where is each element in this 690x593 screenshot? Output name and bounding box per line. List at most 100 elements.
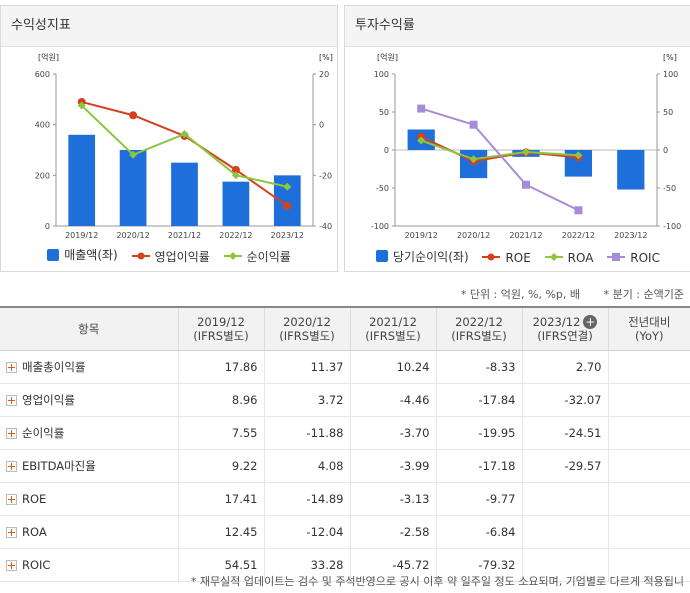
row-label-cell[interactable]: 매출총이익률 (0, 350, 178, 384)
header-line: 2021/12 (369, 315, 417, 329)
y-tick-label-right: 50 (663, 108, 673, 117)
value-cell: 12.45 (177, 515, 264, 549)
header-subline: (YoY) (634, 329, 664, 343)
profitability-legend: 매출액(좌) 영업이익률 순이익률 (1, 246, 337, 265)
expand-icon[interactable] (6, 560, 17, 571)
y-tick-label-right: -100 (663, 222, 681, 231)
header-subline: (IFRS별도) (279, 329, 335, 343)
value-cell: 17.41 (177, 482, 264, 516)
row-label: 순이익률 (22, 426, 65, 440)
row-label-cell[interactable]: 순이익률 (0, 416, 178, 450)
period-note: * 분기 : 순액기준 (603, 288, 684, 301)
legend-item-roe[interactable]: ROE (482, 251, 531, 265)
table-row: 영업이익률 8.96 3.72 -4.46 -17.84 -32.07 (0, 383, 690, 417)
header-subline: (IFRS별도) (365, 329, 421, 343)
point-영업이익률 (231, 165, 240, 174)
point-ROA (469, 155, 478, 164)
value-cell: 54.51 (177, 548, 264, 582)
value-cell: 10.24 (349, 350, 436, 384)
y-tick-label-left: -100 (371, 222, 389, 231)
investment-return-title: 투자수익률 (345, 6, 690, 47)
table-row: 순이익률 7.55 -11.88 -3.70 -19.95 -24.51 (0, 416, 690, 450)
legend-label: ROA (567, 251, 594, 265)
value-cell: -11.88 (263, 416, 350, 450)
footer-note: * 재무실적 업데이트는 검수 및 주석반영으로 공시 이후 약 일주일 정도 … (190, 575, 684, 588)
line-ROIC (420, 107, 579, 212)
row-label-cell[interactable]: EBITDA마진율 (0, 449, 178, 483)
value-cell: -2.58 (349, 515, 436, 549)
row-label: EBITDA마진율 (22, 459, 96, 473)
value-cell (607, 383, 690, 417)
investment-return-legend: 당기순이익(좌) ROE ROA ROIC (345, 248, 690, 265)
row-label-cell[interactable]: ROE (0, 482, 178, 516)
row-label: ROE (22, 492, 47, 506)
legend-item-roic[interactable]: ROIC (607, 251, 660, 265)
legend-item-net-income[interactable]: 당기순이익(좌) (376, 248, 469, 265)
header-line: 2022/12 (455, 315, 503, 329)
value-cell (607, 350, 690, 384)
legend-item-operating-margin[interactable]: 영업이익률 (131, 248, 210, 265)
y-tick-label-left: -50 (376, 184, 389, 193)
expand-icon[interactable] (6, 362, 17, 373)
value-cell (521, 515, 608, 549)
value-cell: 9.22 (177, 449, 264, 483)
x-tick-label: 2019/12 (405, 231, 438, 238)
bar-매출액(좌) (171, 162, 198, 226)
legend-item-sales[interactable]: 매출액(좌) (47, 246, 118, 263)
value-cell: -32.07 (521, 383, 608, 417)
expand-icon[interactable] (6, 428, 17, 439)
table-row: EBITDA마진율 9.22 4.08 -3.99 -17.18 -29.57 (0, 449, 690, 483)
row-label-cell[interactable]: ROA (0, 515, 178, 549)
row-label-cell[interactable]: ROIC (0, 548, 178, 582)
legend-label: ROIC (630, 251, 660, 265)
value-cell: -12.04 (263, 515, 350, 549)
value-cell: -17.84 (435, 383, 522, 417)
value-cell: -19.95 (435, 416, 522, 450)
value-cell: -14.89 (263, 482, 350, 516)
bar-매출액(좌) (68, 134, 96, 226)
expand-icon[interactable] (6, 494, 17, 505)
x-tick-label: 2020/12 (116, 231, 149, 238)
y-tick-label-left: 600 (35, 70, 50, 79)
bar-매출액(좌) (222, 181, 250, 226)
point-순이익률 (77, 101, 86, 110)
legend-label: ROE (505, 251, 531, 265)
point-ROA (522, 147, 530, 156)
line-legend-icon (131, 250, 150, 264)
column-header: 2020/12 (IFRS별도) (263, 306, 350, 351)
expand-plus-icon[interactable]: + (583, 315, 598, 330)
value-cell: -3.13 (349, 482, 436, 516)
value-cell: 4.08 (263, 449, 350, 483)
value-cell: -3.99 (349, 449, 436, 483)
left-axis-unit: [억원] (38, 52, 59, 62)
value-cell: -24.51 (521, 416, 608, 450)
legend-label: 영업이익률 (154, 250, 210, 264)
row-label: ROIC (22, 558, 51, 572)
value-cell: 11.37 (263, 350, 350, 384)
expand-icon[interactable] (6, 461, 17, 472)
header-subline: (IFRS별도) (451, 329, 507, 343)
table-row: ROIC 54.51 33.28 -45.72 -79.32 (0, 548, 690, 582)
value-cell: -79.32 (435, 548, 522, 582)
legend-item-net-margin[interactable]: 순이익률 (223, 248, 291, 265)
x-tick-label: 2021/12 (509, 231, 542, 238)
row-label: 매출총이익률 (22, 360, 86, 374)
column-header: 2021/12 (IFRS별도) (349, 306, 436, 351)
table-row: ROE 17.41 -14.89 -3.13 -9.77 (0, 482, 690, 516)
expand-icon[interactable] (6, 527, 17, 538)
point-영업이익률 (129, 111, 138, 120)
value-cell: -8.33 (435, 350, 522, 384)
row-label-cell[interactable]: 영업이익률 (0, 383, 178, 417)
value-cell (521, 548, 608, 582)
bar-당기순이익(좌) (617, 150, 645, 190)
legend-item-roa[interactable]: ROA (544, 251, 594, 265)
value-cell (607, 449, 690, 483)
point-순이익률 (129, 150, 138, 159)
investment-return-chart: [억원] [%] -100 -50 0 50 100 -100 -50 0 50 100 2019/12… (371, 52, 681, 238)
column-header: 2019/12 (IFRS별도) (177, 306, 264, 351)
unit-note: * 단위 : 억원, %, %p, 배 (460, 288, 580, 301)
y-tick-label-left: 200 (35, 171, 50, 180)
value-cell (607, 416, 690, 450)
expand-icon[interactable] (6, 395, 17, 406)
line-legend-icon (223, 250, 242, 264)
